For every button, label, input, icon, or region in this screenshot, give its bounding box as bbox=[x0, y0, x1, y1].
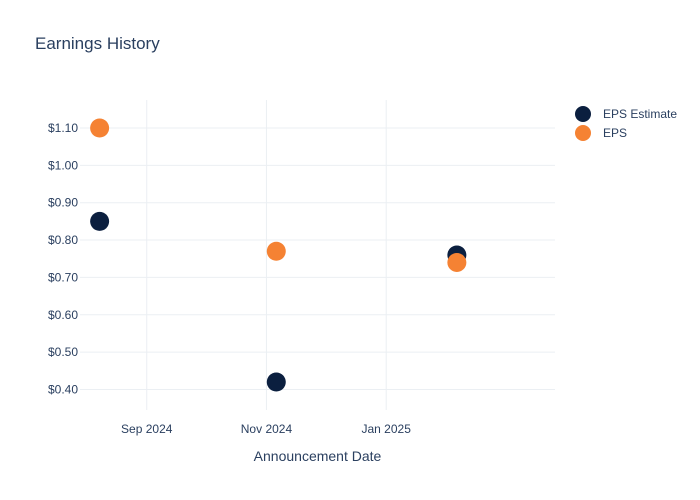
y-tick-label: $0.40 bbox=[48, 382, 78, 396]
eps-point bbox=[266, 241, 286, 261]
eps-estimate-point bbox=[266, 372, 286, 392]
x-tick-label: Jan 2025 bbox=[362, 422, 412, 436]
data-points bbox=[90, 118, 467, 392]
legend: EPS Estimate EPS bbox=[575, 106, 677, 141]
legend-marker-eps bbox=[575, 125, 591, 141]
legend-label-eps: EPS bbox=[603, 126, 627, 140]
y-tick-label: $0.80 bbox=[48, 233, 78, 247]
y-tick-label: $0.60 bbox=[48, 308, 78, 322]
eps-estimate-point bbox=[90, 211, 110, 231]
y-tick-label: $0.90 bbox=[48, 196, 78, 210]
eps-point bbox=[90, 118, 110, 138]
y-axis-ticks: $0.40 $0.50 $0.60 $0.70 $0.80 $0.90 $1.00 $1.10 bbox=[48, 121, 78, 396]
y-tick-label: $1.00 bbox=[48, 158, 78, 172]
x-tick-label: Nov 2024 bbox=[241, 422, 293, 436]
legend-marker-eps-estimate bbox=[575, 106, 591, 122]
y-tick-label: $1.10 bbox=[48, 121, 78, 135]
eps-point bbox=[447, 252, 467, 272]
y-tick-label: $0.50 bbox=[48, 345, 78, 359]
grid-lines bbox=[80, 100, 555, 410]
chart-title: Earnings History bbox=[35, 34, 160, 53]
x-tick-label: Sep 2024 bbox=[121, 422, 173, 436]
y-tick-label: $0.70 bbox=[48, 270, 78, 284]
x-axis-title: Announcement Date bbox=[254, 448, 382, 464]
x-axis-ticks: Sep 2024 Nov 2024 Jan 2025 bbox=[121, 422, 411, 436]
legend-label-eps-estimate: EPS Estimate bbox=[603, 107, 677, 121]
